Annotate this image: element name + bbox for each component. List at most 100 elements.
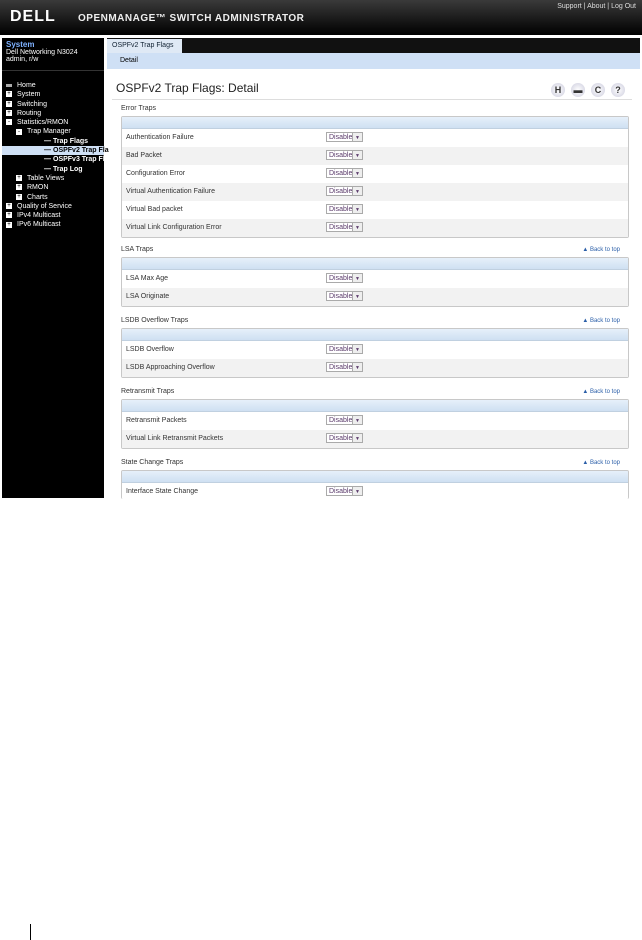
back-to-top-label: Back to top [589,318,620,324]
help-icon[interactable]: ? [611,83,625,97]
trap-select[interactable]: Disable ▼ [326,291,363,301]
select-value: Disable [329,488,353,495]
back-to-top-link[interactable]: ▲ Back to top [582,318,620,324]
table-row: LSDB Overflow Disable ▼ [122,341,628,359]
section-table: Authentication Failure Disable ▼ Bad Packet… [121,116,629,238]
sidebar-item[interactable]: + IPv4 Multicast [2,211,104,220]
collapse-icon[interactable]: - [6,119,12,126]
back-to-top-link[interactable]: ▲ Back to top [582,247,620,253]
chevron-down-icon[interactable]: ▼ [352,292,362,300]
row-label: Interface State Change [126,488,198,495]
select-value: Disable [329,275,353,282]
section-title: Retransmit Traps [121,388,175,395]
sidebar-item-label: Trap Flags [53,137,89,145]
trap-select[interactable]: Disable ▼ [326,415,363,425]
section-table: LSA Max Age Disable ▼ LSA Originate Disable ▼ [121,257,629,307]
select-value: Disable [329,364,353,371]
save-icon[interactable]: H [551,83,565,97]
chevron-down-icon[interactable]: ▼ [352,434,362,442]
toolbar: H ▬ C? [551,80,631,98]
sidebar-item[interactable]: — OSPFv3 Trap Flags [2,155,117,164]
collapse-icon[interactable]: - [16,128,22,135]
chevron-down-icon[interactable]: ▼ [352,274,362,282]
sidebar-item[interactable]: Home [2,81,104,90]
row-label: Authentication Failure [126,134,194,141]
sidebar-item[interactable]: — Trap Log [2,165,104,174]
trap-select[interactable]: Disable ▼ [326,168,363,178]
trap-select[interactable]: Disable ▼ [326,186,363,196]
tree-line: — [44,147,51,155]
sidebar-item-label: Trap Manager [27,128,71,136]
tab-bar: OSPFv2 Trap Flags [107,38,640,53]
expand-icon[interactable]: + [6,110,12,117]
chevron-down-icon[interactable]: ▼ [352,169,362,177]
support-link[interactable]: Support [557,3,582,10]
sidebar-item[interactable]: + Routing [2,109,104,118]
expand-icon[interactable]: + [6,212,12,219]
sidebar-item-label: Quality of Service [17,202,72,210]
divider [112,99,632,100]
sidebar-item-label: Home [17,82,36,89]
sidebar-item[interactable]: - Trap Manager [2,127,104,136]
chevron-down-icon[interactable]: ▼ [352,416,362,424]
expand-icon[interactable]: + [6,221,12,228]
subtab-detail[interactable]: Detail [120,57,138,64]
row-label: LSA Originate [126,293,170,300]
trap-select[interactable]: Disable ▼ [326,362,363,372]
select-value: Disable [329,170,353,177]
back-to-top-label: Back to top [589,460,620,466]
chevron-down-icon[interactable]: ▼ [352,363,362,371]
chevron-down-icon[interactable]: ▼ [352,223,362,231]
sidebar-item[interactable]: — Trap Flags [2,137,104,146]
back-to-top-label: Back to top [589,389,620,395]
chevron-down-icon[interactable]: ▼ [352,487,362,495]
sidebar-item[interactable]: + Quality of Service [2,202,104,211]
table-row: Virtual Link Configuration Error Disable ▼ [122,219,628,237]
refresh-icon[interactable]: C [591,83,605,97]
about-link[interactable]: About [587,3,606,10]
trap-select[interactable]: Disable ▼ [326,344,363,354]
home-icon[interactable] [6,83,12,87]
trap-select[interactable]: Disable ▼ [326,273,363,283]
sidebar-item-label: Table Views [27,174,65,182]
trap-select[interactable]: Disable ▼ [326,222,363,232]
sidebar-item-label: IPv6 Multicast [17,221,61,229]
section-title: LSA Traps [121,246,154,253]
expand-icon[interactable]: + [16,193,22,200]
sidebar-item[interactable]: + IPv6 Multicast [2,220,104,229]
sidebar-item[interactable]: + Switching [2,100,104,109]
system-link[interactable]: System [6,40,35,49]
sidebar-item[interactable]: + Table Views [2,174,104,183]
expand-icon[interactable]: + [16,175,22,182]
trap-select[interactable]: Disable ▼ [326,486,363,496]
chevron-down-icon[interactable]: ▼ [352,133,362,141]
sidebar-item[interactable]: + System [2,90,104,99]
device-name: Dell Networking N3024 [6,49,78,56]
chevron-down-icon[interactable]: ▼ [352,187,362,195]
expand-icon[interactable]: + [6,100,12,107]
expand-icon[interactable]: + [16,184,22,191]
sidebar-item[interactable]: - Statistics/RMON [2,118,104,127]
expand-icon[interactable]: + [6,203,12,210]
back-to-top-link[interactable]: ▲ Back to top [582,460,620,466]
tree-line: — [44,165,51,173]
logout-link[interactable]: Log Out [611,3,636,10]
sidebar-item[interactable]: — OSPFv2 Trap Fla [2,146,109,156]
page-title: OSPFv2 Trap Flags: Detail [116,81,259,95]
print-icon[interactable]: ▬ [571,83,585,97]
trap-select[interactable]: Disable ▼ [326,150,363,160]
back-to-top-link[interactable]: ▲ Back to top [582,389,620,395]
trap-select[interactable]: Disable ▼ [326,204,363,214]
chevron-down-icon[interactable]: ▼ [352,151,362,159]
chevron-down-icon[interactable]: ▼ [352,345,362,353]
trap-select[interactable]: Disable ▼ [326,433,363,443]
sidebar-item[interactable]: + Charts [2,193,104,202]
sidebar-item[interactable]: + RMON [2,183,104,192]
row-label: Bad Packet [126,152,162,159]
expand-icon[interactable]: + [6,91,12,98]
trap-select[interactable]: Disable ▼ [326,132,363,142]
back-to-top-label: Back to top [589,247,620,253]
select-value: Disable [329,206,353,213]
chevron-down-icon[interactable]: ▼ [352,205,362,213]
tab-ospfv2-trap-flags[interactable]: OSPFv2 Trap Flags [107,39,182,53]
